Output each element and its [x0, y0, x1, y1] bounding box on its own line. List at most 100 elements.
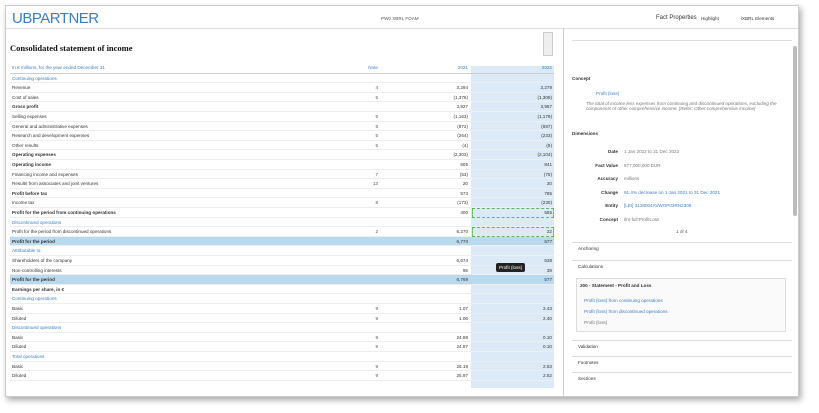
- row-rule: [10, 111, 554, 112]
- collapsible-section[interactable]: Sections: [578, 376, 596, 381]
- section-heading: Dimensions: [572, 131, 599, 136]
- value-2021[interactable]: (872): [457, 123, 468, 129]
- value-2022[interactable]: (75): [543, 171, 552, 177]
- column-header: 2021: [457, 65, 468, 70]
- row-label: Attributable to:: [12, 248, 42, 254]
- row-label: Gross profit: [12, 104, 39, 110]
- value-2022[interactable]: 0.10: [543, 334, 552, 340]
- row-label: Cost of sales: [12, 94, 39, 100]
- field-value: 91.4% decrease on 1 Jan 2021 to 31 Dec 2…: [624, 189, 721, 195]
- row-label: Selling expenses: [12, 114, 47, 119]
- value-2021[interactable]: 3,927: [456, 104, 469, 110]
- statement-title: Consolidated statement of income: [10, 43, 133, 53]
- value-2021[interactable]: 573: [460, 190, 468, 196]
- panel-scroll[interactable]: [793, 46, 797, 216]
- value-2022[interactable]: (1,179): [537, 114, 552, 119]
- value-2022[interactable]: 2.43: [543, 306, 552, 311]
- row-rule: [10, 283, 554, 285]
- row-label: Revenue: [12, 85, 31, 91]
- section-heading: Concept: [572, 76, 591, 81]
- value-2022[interactable]: (5): [546, 142, 552, 148]
- value-2021[interactable]: 24.87: [456, 344, 469, 350]
- doc-scroll[interactable]: [543, 32, 553, 56]
- value-2021[interactable]: 1.07: [459, 306, 468, 311]
- value-2021[interactable]: 26.19: [456, 363, 469, 369]
- value-2022[interactable]: 20: [546, 181, 552, 187]
- row-rule: [10, 216, 554, 218]
- row-note: 5: [375, 142, 378, 148]
- row-note: 5: [375, 133, 378, 139]
- value-2021[interactable]: 24.98: [456, 334, 469, 340]
- column-header: Note: [368, 65, 378, 70]
- value-2022[interactable]: 3,279: [540, 85, 553, 91]
- highlight-row: [10, 275, 554, 284]
- row-label: Discontinued operations: [12, 219, 62, 225]
- value-2021[interactable]: 6,769: [456, 277, 469, 283]
- row-rule: [10, 149, 554, 151]
- row-rule: [10, 312, 554, 314]
- row-label: Non-controlling interests: [12, 267, 62, 273]
- value-2021[interactable]: 1.06: [459, 315, 468, 321]
- value-2021[interactable]: 3,294: [456, 85, 469, 91]
- row-note: 5: [375, 114, 378, 119]
- row-note: 8: [375, 200, 378, 206]
- value-2021[interactable]: (53): [459, 171, 468, 177]
- value-2022[interactable]: 577: [544, 277, 552, 283]
- value-2022[interactable]: (1,308): [537, 94, 552, 100]
- value-2022[interactable]: 577: [544, 238, 552, 244]
- row-rule: [10, 245, 554, 247]
- tooltip: Profit (loss): [496, 262, 526, 272]
- elements-toggle[interactable]: iXBRL Elements: [741, 16, 775, 21]
- calculation-item[interactable]: Profit (loss) from discontinued operatio…: [584, 309, 668, 314]
- collapsible-section[interactable]: Calculations: [578, 264, 604, 269]
- value-2021[interactable]: (4): [462, 142, 468, 148]
- value-2021[interactable]: 6,674: [456, 258, 469, 263]
- row-rule: [10, 207, 554, 208]
- value-2021[interactable]: 6,270: [456, 229, 469, 235]
- field-label: Fact Value: [595, 162, 618, 168]
- field-value: 577,000,000 EUR: [624, 162, 661, 168]
- value-2022[interactable]: 2.52: [543, 373, 552, 379]
- value-2021[interactable]: 6,770: [456, 238, 469, 244]
- value-2022[interactable]: (233): [541, 133, 552, 139]
- row-label: Diluted: [12, 344, 27, 350]
- value-2021[interactable]: (1,376): [453, 94, 468, 100]
- value-2021[interactable]: 95: [462, 267, 468, 273]
- row-label: Operating expenses: [12, 152, 56, 158]
- collapsible-section[interactable]: Footnotes: [578, 360, 599, 365]
- value-2022[interactable]: (2,104): [537, 152, 552, 158]
- value-2022[interactable]: 538: [544, 258, 552, 263]
- value-2022[interactable]: 2.53: [543, 363, 552, 369]
- row-note: 13: [372, 181, 378, 187]
- collapsible-section[interactable]: Validation: [578, 344, 598, 349]
- value-2021[interactable]: (173): [457, 200, 468, 206]
- collapsible-section[interactable]: Anchoring: [578, 246, 599, 251]
- highlight-toggle[interactable]: Highlight: [701, 16, 719, 21]
- value-2022[interactable]: 555: [544, 210, 552, 215]
- value-2022[interactable]: 39: [546, 267, 552, 273]
- row-label: Profit for the period: [12, 277, 55, 283]
- value-2021[interactable]: 605: [460, 162, 468, 167]
- value-2022[interactable]: 0.10: [543, 344, 552, 350]
- value-2022[interactable]: 785: [544, 190, 552, 196]
- panel-title: Fact Properties: [656, 15, 697, 21]
- field-label: Concept: [599, 216, 618, 222]
- value-2021[interactable]: (2,303): [453, 152, 468, 158]
- value-2021[interactable]: 20: [462, 181, 468, 187]
- value-2021[interactable]: (264): [457, 133, 468, 139]
- value-2021[interactable]: 25.97: [456, 373, 469, 379]
- value-2022[interactable]: (230): [541, 200, 552, 206]
- row-label: Profit for the period: [12, 238, 55, 244]
- value-2022[interactable]: 2.40: [543, 315, 552, 321]
- value-2022[interactable]: 841: [544, 162, 552, 167]
- pager[interactable]: 1 of 4: [676, 229, 688, 234]
- value-2022[interactable]: 22: [546, 229, 552, 235]
- value-2022[interactable]: (687): [541, 123, 552, 129]
- divider: [563, 28, 564, 396]
- value-2022[interactable]: 3,967: [540, 104, 553, 110]
- row-label: Basic: [12, 306, 24, 311]
- value-2021[interactable]: (1,163): [453, 114, 468, 119]
- calculation-item[interactable]: Profit (loss) from continuing operations: [584, 298, 663, 303]
- value-2021[interactable]: 400: [460, 210, 468, 215]
- row-label: Income tax: [12, 200, 35, 206]
